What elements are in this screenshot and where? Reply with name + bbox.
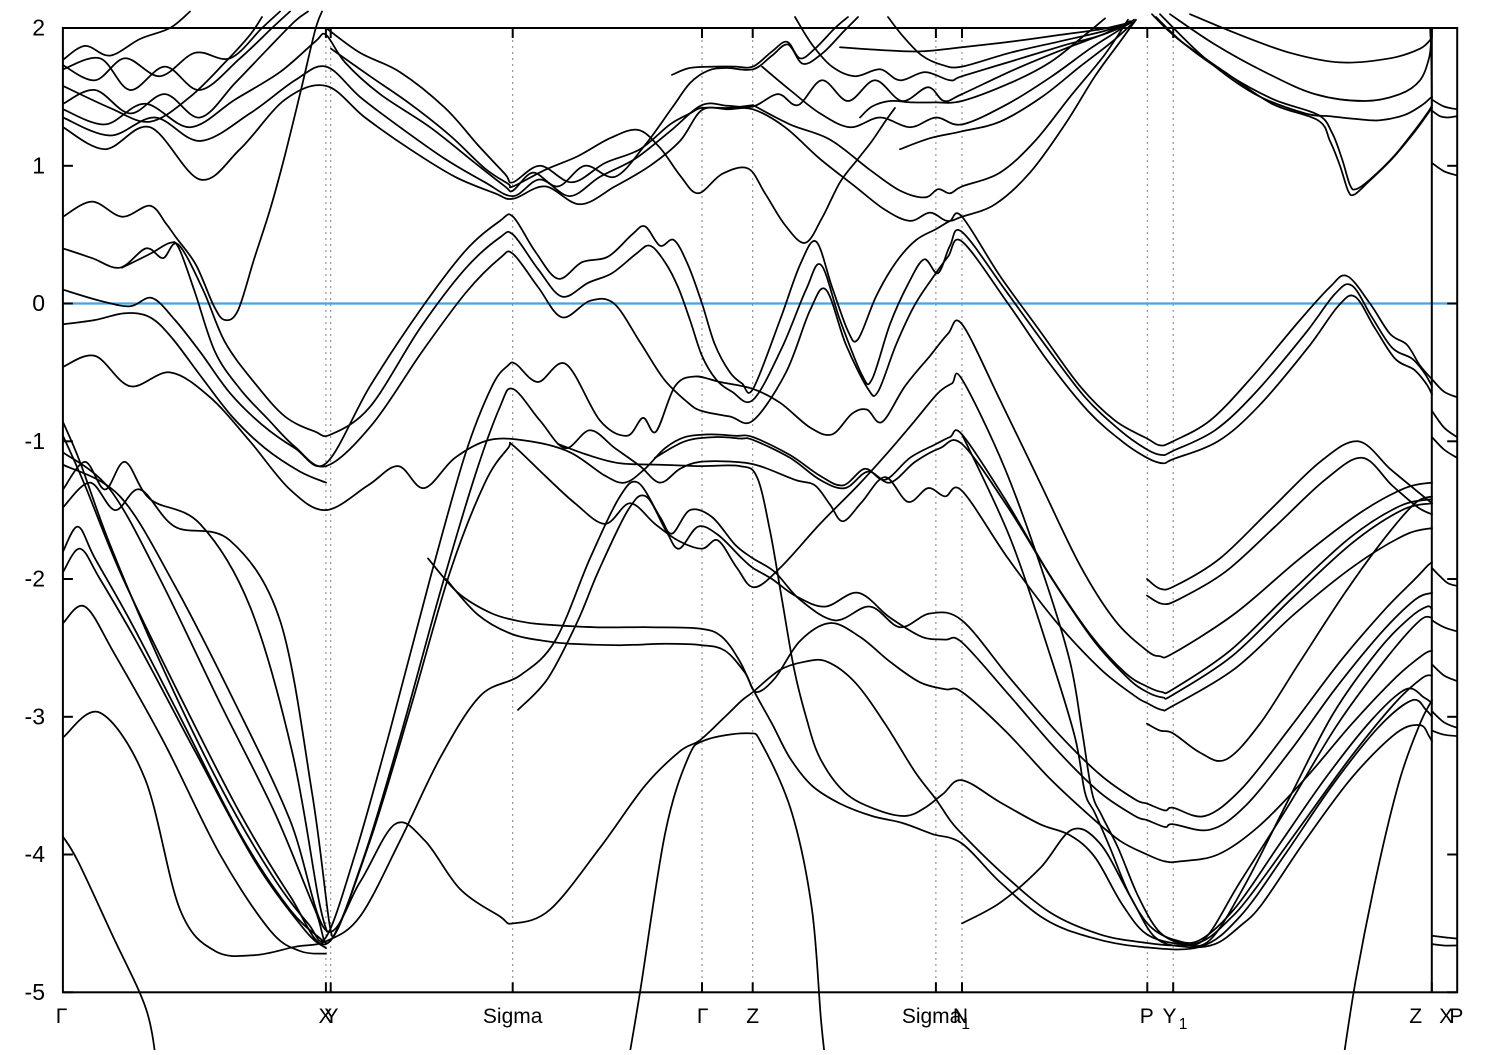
svg-text:P: P (1140, 1005, 1154, 1028)
svg-text:-2: -2 (25, 566, 45, 592)
svg-text:Y: Y (1162, 1005, 1176, 1028)
svg-text:N: N (953, 1005, 968, 1028)
svg-text:1: 1 (1179, 1016, 1188, 1033)
svg-text:X: X (1439, 1005, 1453, 1028)
svg-text:-1: -1 (25, 428, 45, 454)
svg-text:-5: -5 (25, 979, 45, 1005)
svg-text:2: 2 (32, 15, 45, 41)
svg-text:Sigma: Sigma (483, 1005, 543, 1028)
svg-text:Γ: Γ (56, 1005, 68, 1028)
svg-text:Y: Y (324, 1005, 338, 1028)
svg-text:X: X (318, 1005, 332, 1028)
svg-text:Z: Z (746, 1005, 759, 1028)
svg-text:0: 0 (32, 290, 45, 316)
svg-text:-4: -4 (25, 841, 46, 867)
svg-text:1: 1 (32, 152, 45, 178)
svg-text:Z: Z (1409, 1005, 1422, 1028)
svg-text:Γ: Γ (697, 1005, 709, 1028)
svg-text:-3: -3 (25, 703, 45, 729)
svg-text:P: P (1449, 1005, 1463, 1028)
